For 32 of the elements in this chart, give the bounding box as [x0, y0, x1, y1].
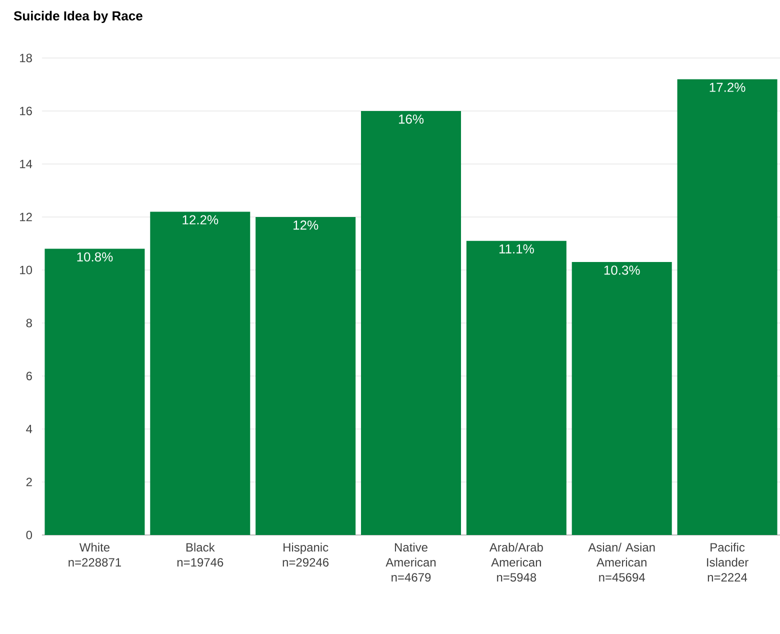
x-tick-label: Native American n=4679 [386, 542, 436, 582]
bar [44, 248, 145, 535]
y-tick-label: 16 [20, 106, 32, 116]
y-tick-label: 6 [26, 372, 32, 380]
x-tick-label: Pacific Islander n=2224 [707, 542, 748, 582]
y-tick-label: 18 [20, 54, 32, 62]
bar [572, 262, 672, 535]
y-tick-label: 2 [26, 478, 32, 486]
y-tick-label: 10 [20, 266, 32, 274]
chart-title: Suicide Idea by Race [14, 10, 142, 24]
bar [361, 110, 461, 535]
data-label: 10.8% [77, 252, 113, 262]
x-tick-label: White n=228871 [68, 542, 121, 567]
x-tick-label: Black n=19746 [177, 542, 224, 567]
bar [677, 79, 778, 535]
bar [256, 216, 356, 535]
data-label: 12% [294, 220, 318, 230]
x-tick-label: Asian/ Asian American n=45694 [588, 542, 655, 582]
data-label: 11.1% [499, 244, 534, 254]
x-tick-label: Hispanic n=29246 [282, 542, 329, 567]
bar [466, 240, 566, 535]
y-tick-label: 4 [26, 424, 32, 434]
y-tick-label: 0 [26, 530, 32, 540]
y-tick-label: 12 [20, 212, 32, 222]
data-label: 17.2% [710, 82, 746, 92]
y-tick-label: 14 [20, 160, 32, 168]
data-label: 12.2% [182, 215, 218, 224]
bar [150, 212, 250, 535]
x-tick-label: Arab/Arab American n=5948 [489, 542, 543, 582]
y-tick-label: 8 [26, 318, 32, 328]
data-label: 10.3% [604, 266, 640, 275]
data-label: 16% [398, 114, 424, 124]
